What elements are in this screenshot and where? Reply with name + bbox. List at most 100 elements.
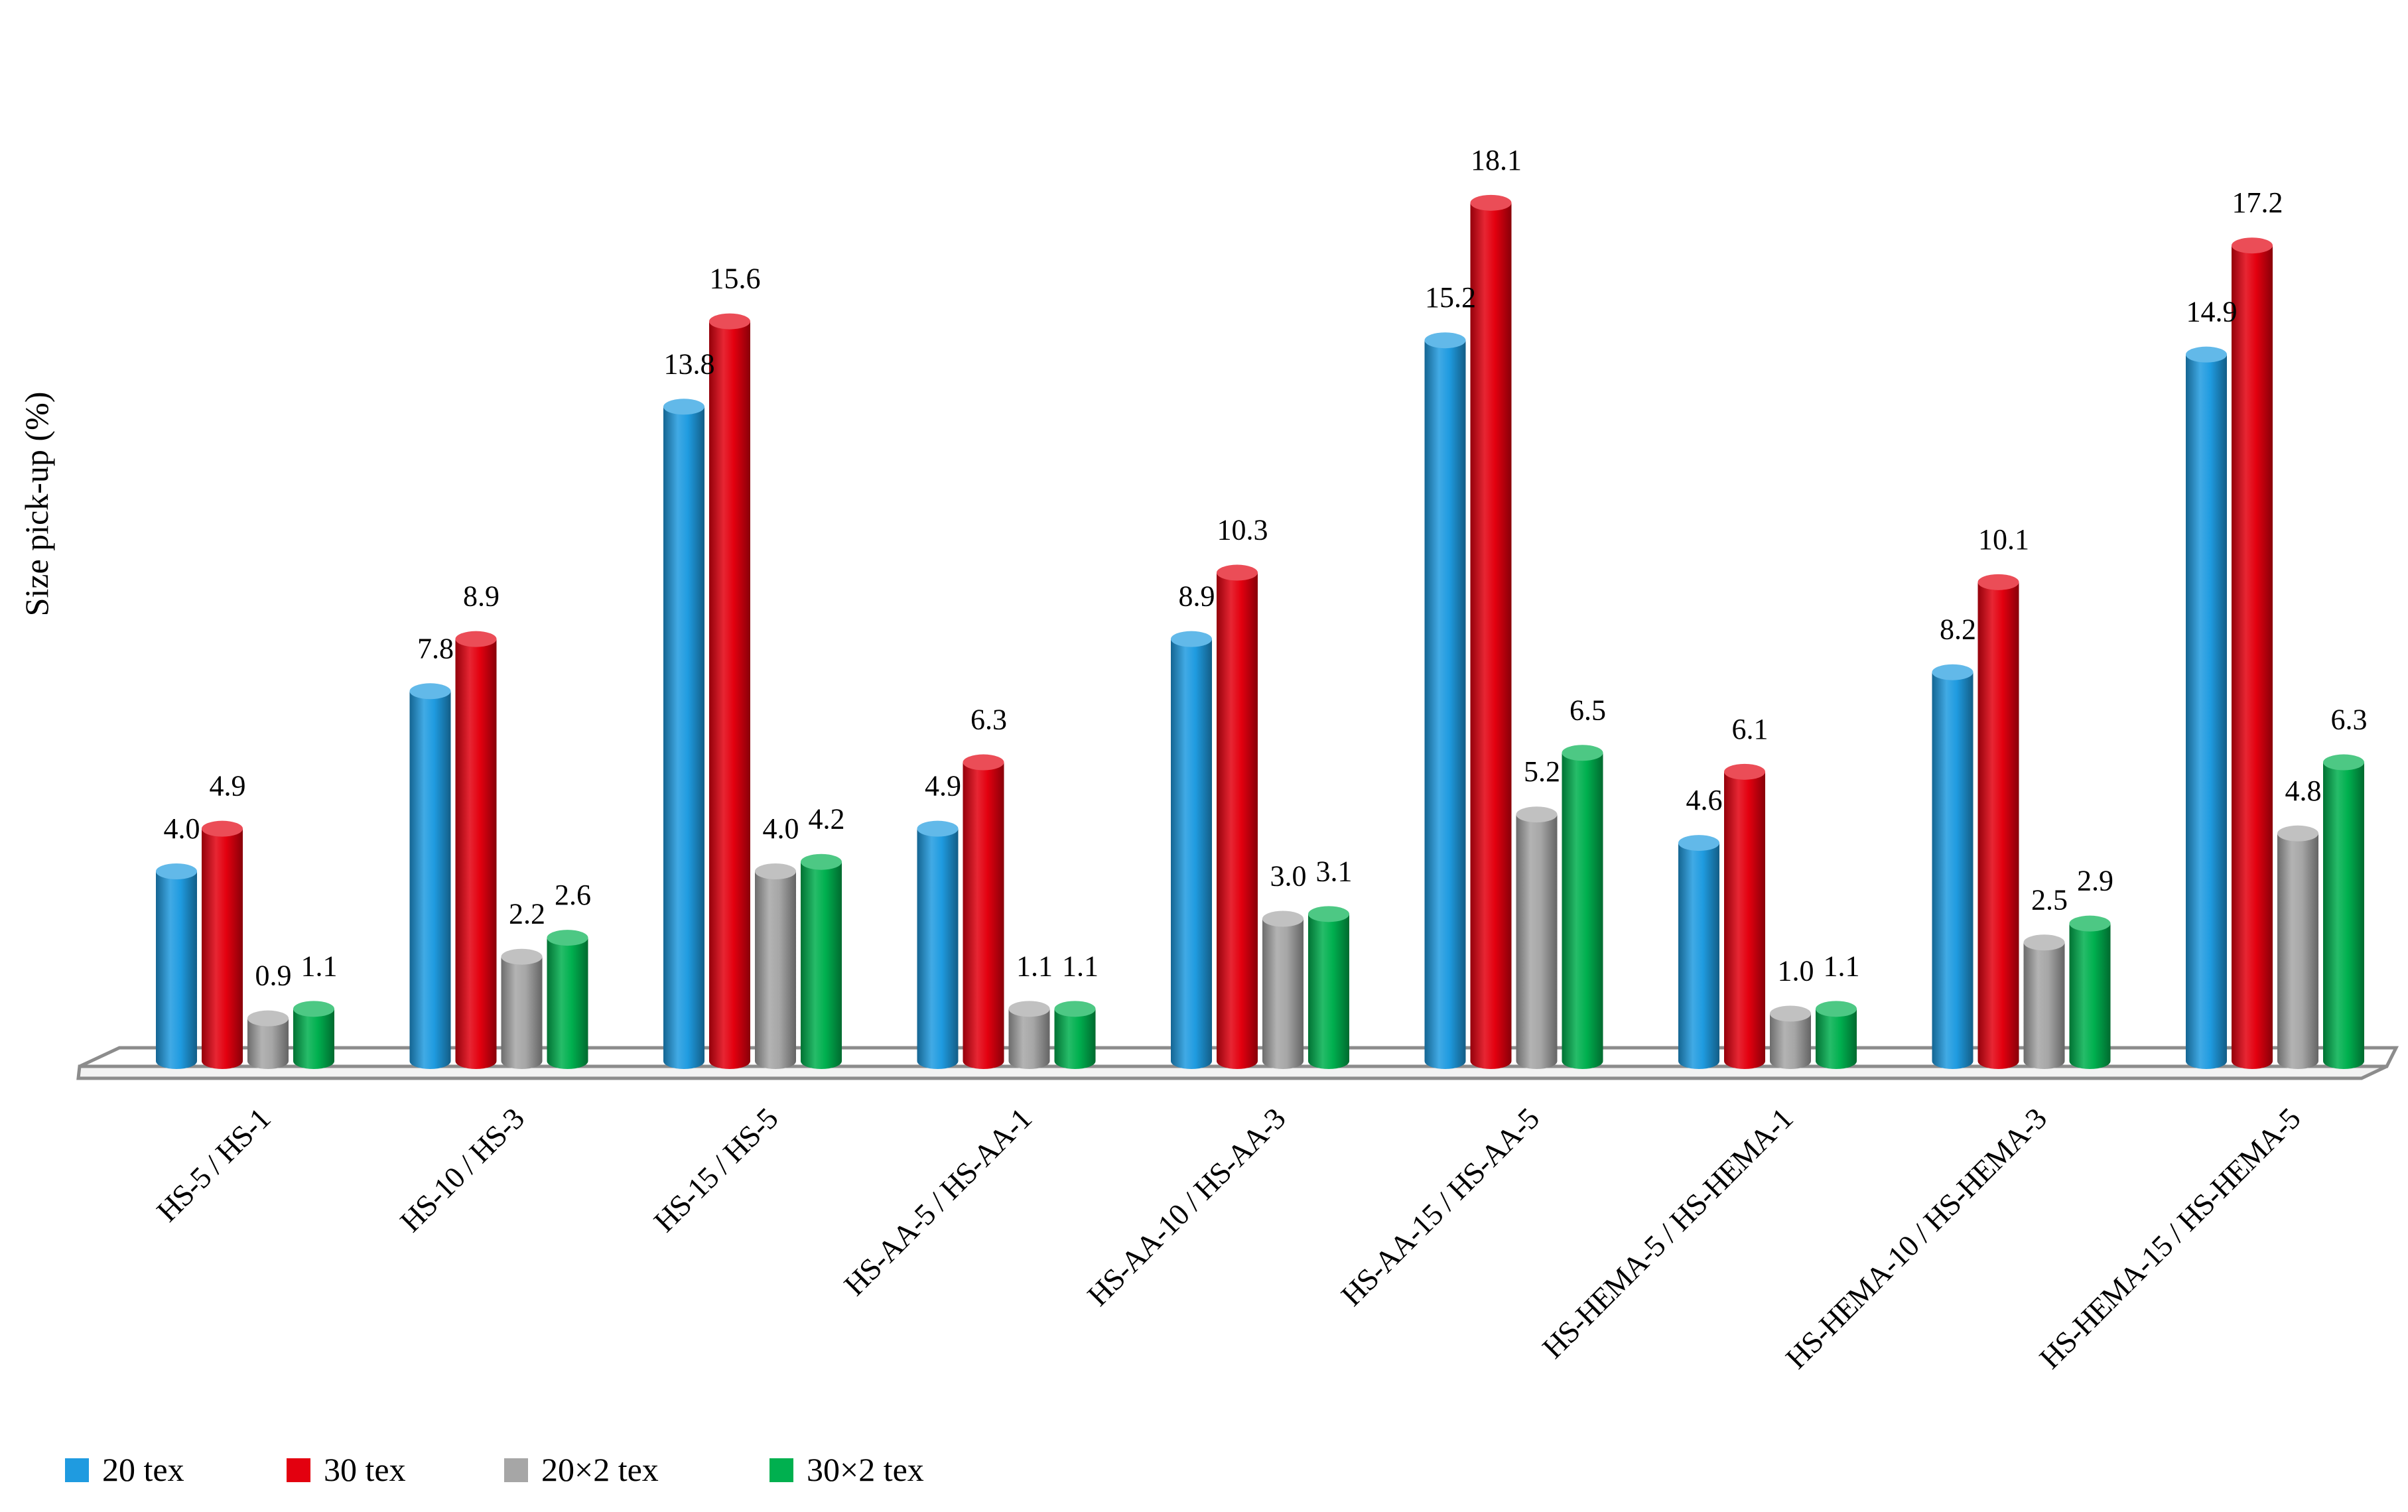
value-label-0-5: 15.2 — [1425, 281, 1476, 314]
bar-cap-1-7 — [1977, 574, 2019, 590]
value-label-1-8: 17.2 — [2232, 186, 2283, 219]
bar-cap-0-2 — [663, 399, 704, 415]
category-label-8: HS-HEMA-15 / HS-HEMA-5 — [2033, 1102, 2307, 1375]
bar-cap-3-5 — [1562, 745, 1603, 761]
category-label-3: HS-AA-5 / HS-AA-1 — [837, 1102, 1037, 1302]
value-label-2-4: 3.0 — [1270, 860, 1307, 893]
category-label-5: HS-AA-15 / HS-AA-5 — [1335, 1102, 1546, 1312]
bar-0-8 — [2186, 354, 2227, 1069]
bar-2-4 — [1262, 918, 1304, 1069]
bar-3-0 — [293, 1009, 334, 1069]
value-label-3-0: 1.1 — [301, 950, 338, 982]
value-label-0-7: 8.2 — [1940, 613, 1976, 646]
value-label-2-8: 4.8 — [2285, 775, 2322, 807]
value-label-1-3: 6.3 — [970, 704, 1007, 736]
value-label-2-6: 1.0 — [1778, 955, 1814, 987]
bar-1-6 — [1724, 771, 1765, 1069]
bar-cap-0-1 — [409, 683, 451, 700]
bar-0-7 — [1932, 672, 1973, 1070]
value-label-2-1: 2.2 — [509, 898, 545, 930]
bar-1-5 — [1470, 202, 1512, 1070]
value-label-1-1: 8.9 — [463, 580, 500, 613]
bar-cap-2-1 — [501, 948, 543, 965]
bar-0-1 — [409, 691, 451, 1070]
bar-cap-1-6 — [1724, 763, 1765, 780]
value-label-3-3: 1.1 — [1062, 950, 1099, 982]
bar-cap-3-1 — [547, 930, 588, 946]
bar-cap-1-8 — [2232, 237, 2273, 254]
value-label-0-4: 8.9 — [1179, 580, 1215, 613]
value-label-3-8: 6.3 — [2331, 704, 2368, 736]
legend-label-0: 20 tex — [102, 1451, 184, 1488]
value-label-2-2: 4.0 — [763, 812, 799, 845]
bar-cap-0-8 — [2186, 346, 2227, 363]
bar-1-4 — [1217, 572, 1258, 1069]
bar-2-1 — [501, 956, 543, 1070]
value-label-0-8: 14.9 — [2186, 296, 2238, 328]
value-label-3-5: 6.5 — [1570, 694, 1606, 726]
bar-cap-3-8 — [2323, 754, 2364, 771]
bar-cap-3-3 — [1054, 1001, 1096, 1017]
bar-cap-0-3 — [917, 820, 959, 837]
value-label-2-5: 5.2 — [1524, 755, 1560, 788]
bar-cap-3-2 — [801, 853, 842, 870]
bar-0-5 — [1424, 340, 1466, 1070]
bar-cap-2-7 — [2023, 934, 2065, 951]
bar-cap-1-3 — [963, 754, 1004, 771]
category-label-0: HS-5 / HS-1 — [150, 1102, 277, 1228]
value-label-2-3: 1.1 — [1016, 950, 1053, 982]
legend-swatch-0 — [65, 1458, 89, 1482]
legend-label-1: 30 tex — [324, 1451, 406, 1488]
bar-cap-0-4 — [1171, 631, 1212, 647]
bar-cap-3-7 — [2069, 915, 2111, 932]
bar-2-8 — [2277, 833, 2318, 1069]
bar-cap-0-5 — [1424, 332, 1466, 349]
bar-cap-2-3 — [1008, 1001, 1050, 1017]
value-label-1-2: 15.6 — [710, 263, 761, 295]
bar-cap-1-1 — [455, 631, 497, 647]
value-label-1-6: 6.1 — [1732, 713, 1769, 745]
category-labels-layer: HS-5 / HS-1 HS-10 / HS-3 HS-15 / HS-5 HS-AA… — [150, 1102, 2307, 1375]
legend-swatch-3 — [769, 1458, 793, 1482]
value-label-2-7: 2.5 — [2031, 883, 2068, 916]
value-label-3-1: 2.6 — [555, 879, 591, 911]
value-label-3-6: 1.1 — [1824, 950, 1860, 982]
bar-cap-2-6 — [1770, 1005, 1811, 1022]
value-label-0-6: 4.6 — [1686, 784, 1723, 816]
bar-0-3 — [917, 828, 959, 1070]
bar-1-0 — [202, 828, 243, 1069]
bar-cap-1-0 — [202, 820, 243, 837]
bar-cap-2-0 — [247, 1010, 289, 1027]
value-label-3-7: 2.9 — [2077, 865, 2113, 897]
legend-swatch-1 — [287, 1458, 310, 1482]
bar-1-8 — [2232, 245, 2273, 1070]
bar-cap-1-2 — [709, 313, 750, 330]
legend: 20 tex 30 tex 20×2 tex 30×2 tex — [65, 1451, 924, 1488]
legend-label-3: 30×2 tex — [807, 1451, 924, 1488]
bar-2-2 — [755, 871, 796, 1069]
bar-cap-1-5 — [1470, 194, 1512, 211]
category-label-1: HS-10 / HS-3 — [393, 1102, 530, 1238]
value-label-0-3: 4.9 — [925, 770, 961, 802]
bar-2-0 — [247, 1018, 289, 1069]
bar-cap-3-0 — [293, 1001, 334, 1017]
value-label-0-2: 13.8 — [664, 347, 715, 380]
value-label-0-1: 7.8 — [417, 632, 454, 664]
value-label-1-0: 4.9 — [210, 770, 246, 802]
category-label-7: HS-HEMA-10 / HS-HEMA-3 — [1779, 1102, 2053, 1375]
bar-0-2 — [663, 407, 704, 1069]
bar-1-7 — [1977, 582, 2019, 1070]
y-axis-label: Size pick-up (%) — [18, 392, 55, 617]
bar-2-5 — [1516, 814, 1558, 1070]
bar-3-1 — [547, 938, 588, 1070]
bar-cap-2-8 — [2277, 825, 2318, 842]
bar-2-7 — [2023, 942, 2065, 1070]
category-label-2: HS-15 / HS-5 — [647, 1102, 784, 1238]
value-label-1-7: 10.1 — [1978, 523, 2029, 556]
bar-1-1 — [455, 639, 497, 1070]
value-label-3-4: 3.1 — [1316, 855, 1353, 887]
bar-cap-2-5 — [1516, 806, 1558, 823]
bar-3-4 — [1308, 914, 1349, 1069]
bar-cap-0-7 — [1932, 664, 1973, 680]
